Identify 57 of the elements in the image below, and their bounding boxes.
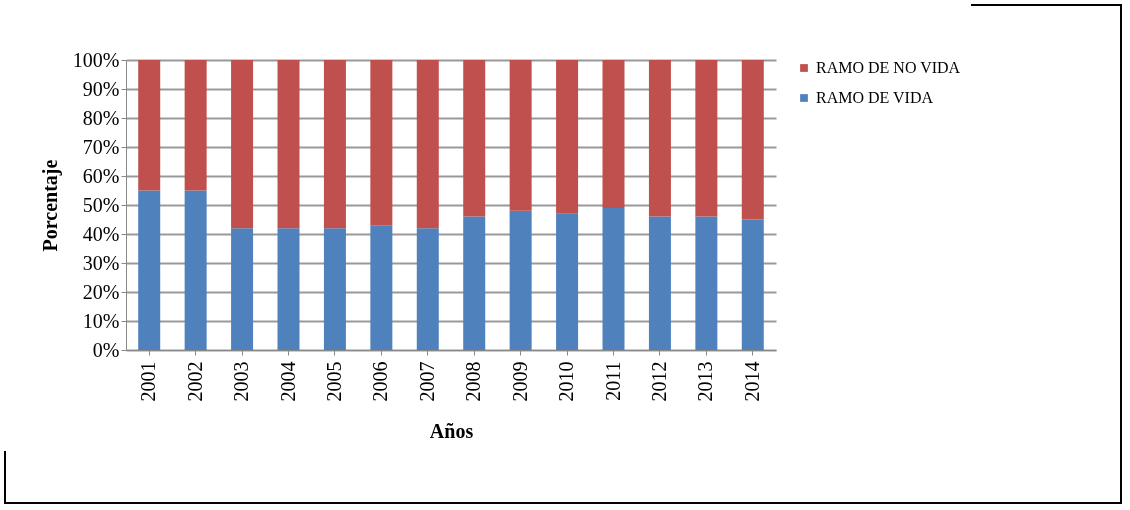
x-tick-label: 2006 — [369, 361, 392, 402]
x-tick-label: 2013 — [694, 361, 717, 402]
bar — [602, 60, 625, 208]
bar — [323, 60, 346, 229]
y-tick-label: 10% — [82, 309, 120, 332]
x-tick-label: 2001 — [137, 361, 160, 402]
bar — [416, 60, 439, 229]
bar — [463, 216, 486, 350]
bar — [695, 216, 718, 350]
bar — [184, 190, 207, 350]
y-tick-label: 30% — [82, 251, 120, 274]
x-tick-label: 2012 — [647, 361, 670, 402]
x-tick-label: 2010 — [555, 361, 578, 402]
bar — [416, 228, 439, 350]
y-tick-label: 60% — [82, 164, 120, 187]
x-tick-label: 2011 — [601, 361, 624, 401]
bar — [138, 190, 161, 350]
x-axis-title: Años — [429, 419, 474, 442]
y-tick-label: 70% — [82, 135, 120, 158]
bar — [138, 60, 161, 191]
bar — [648, 216, 671, 350]
y-tick-label: 90% — [82, 77, 120, 100]
bar — [741, 60, 764, 220]
bar — [741, 219, 764, 350]
x-tick-label: 2009 — [508, 361, 531, 402]
x-tick-label: 2007 — [415, 361, 438, 402]
bar — [602, 207, 625, 350]
y-tick-label: 0% — [92, 338, 120, 361]
x-tick-label: 2008 — [462, 361, 485, 402]
x-tick-label: 2002 — [183, 361, 206, 402]
bar — [556, 213, 579, 350]
bar — [184, 60, 207, 191]
bar — [370, 60, 393, 226]
x-tick-label: 2014 — [740, 361, 763, 402]
y-tick-label: 50% — [82, 193, 120, 216]
legend-label: RAMO DE NO VIDA — [816, 59, 961, 76]
bar — [556, 60, 579, 214]
x-tick-label: 2003 — [230, 361, 253, 402]
bar — [695, 60, 718, 217]
x-tick-label: 2005 — [322, 361, 345, 402]
bar — [277, 60, 300, 229]
legend-label: RAMO DE VIDA — [816, 89, 934, 106]
y-tick-label: 80% — [82, 106, 120, 129]
bar — [509, 60, 532, 211]
bar — [463, 60, 486, 217]
bar — [231, 60, 254, 229]
bar — [648, 60, 671, 217]
x-tick-label: 2004 — [276, 361, 299, 402]
y-tick-label: 100% — [72, 48, 120, 71]
bar — [323, 228, 346, 350]
y-axis-title: Porcentaje — [38, 159, 62, 252]
bar — [370, 225, 393, 350]
y-tick-label: 40% — [82, 222, 120, 245]
bar — [509, 210, 532, 350]
bar — [277, 228, 300, 350]
y-tick-label: 20% — [82, 280, 120, 303]
bar — [231, 228, 254, 350]
